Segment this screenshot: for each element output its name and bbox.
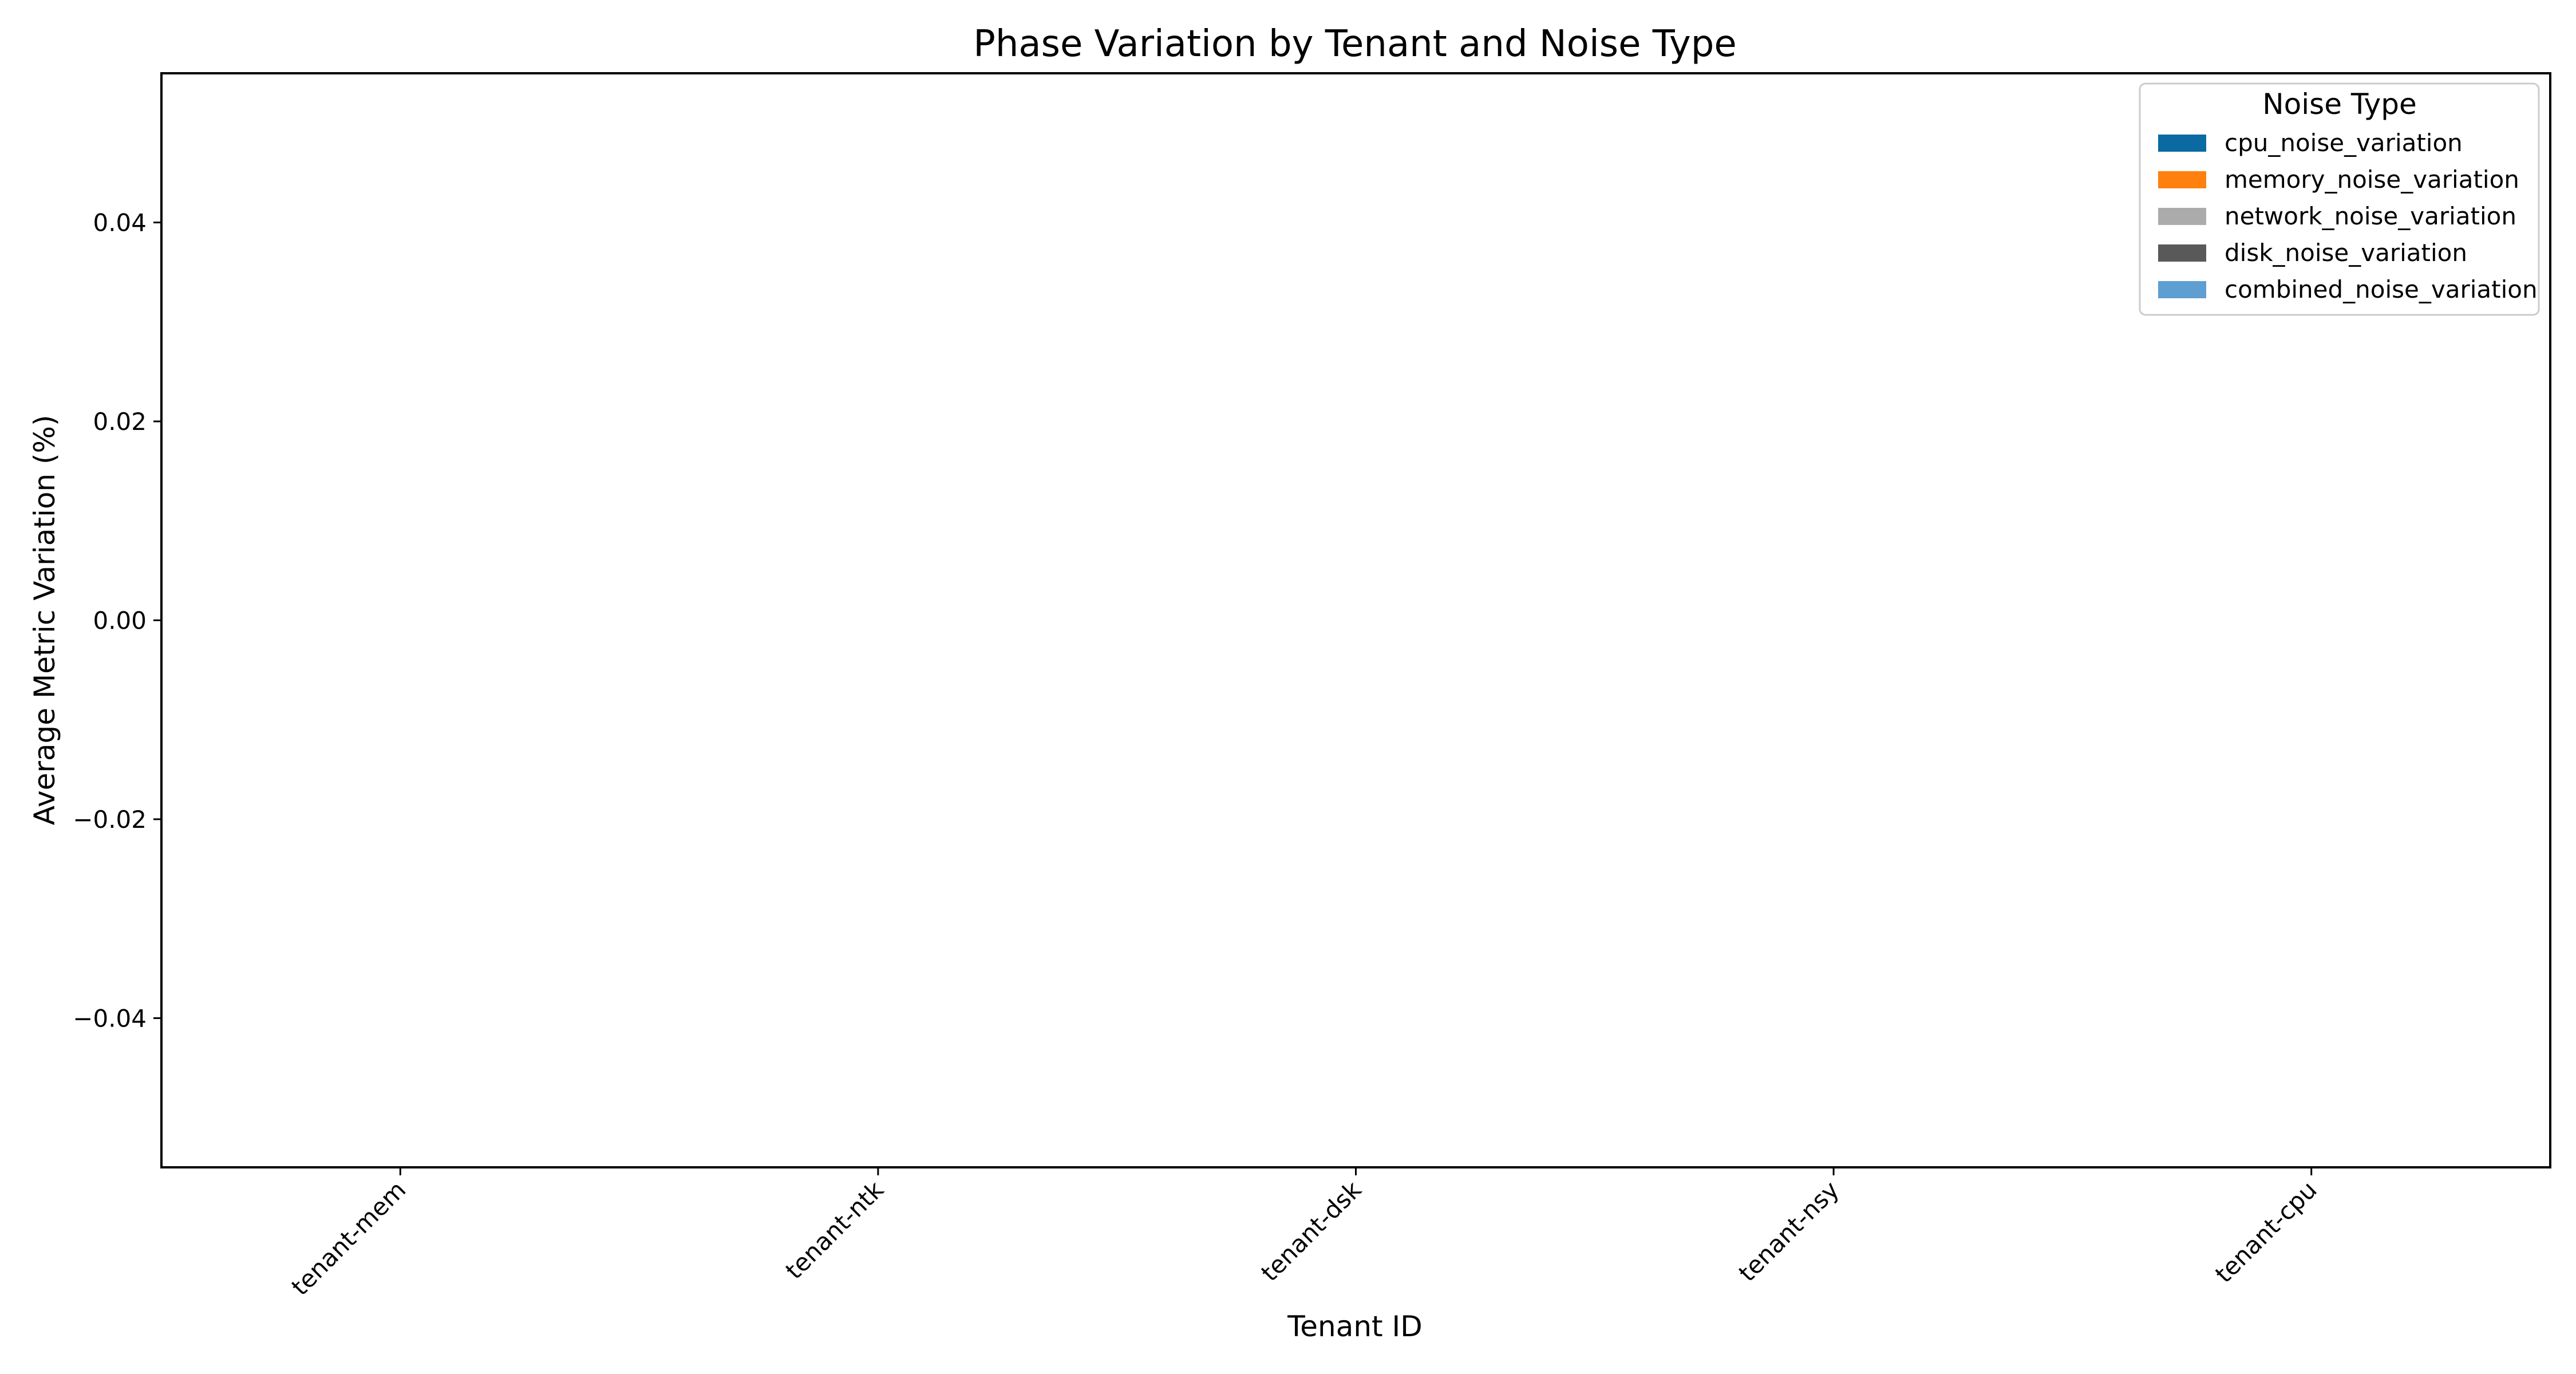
y-tick-label: −0.04 [73, 1004, 147, 1032]
x-tick-label: tenant-dsk [1255, 1175, 1367, 1287]
legend-swatch [2158, 171, 2206, 188]
legend-entries: cpu_noise_variation memory_noise_variatio… [2158, 129, 2538, 303]
legend-box [2139, 82, 2540, 316]
legend-swatch [2158, 135, 2206, 152]
legend-swatch [2158, 244, 2206, 262]
x-axis: tenant-mem tenant-ntk tenant-dsk tenant-nsy… [286, 1167, 2322, 1301]
y-tick-label: 0.00 [93, 607, 147, 635]
legend-title: Noise Type [2262, 88, 2416, 121]
x-tick-label: tenant-mem [286, 1175, 411, 1301]
legend-swatch [2158, 281, 2206, 298]
legend-label: combined_noise_variation [2225, 275, 2538, 303]
y-tick-label: 0.04 [93, 209, 147, 237]
y-axis-label: Average Metric Variation (%) [28, 415, 61, 826]
x-tick-label: tenant-ntk [780, 1175, 890, 1285]
legend-label: memory_noise_variation [2225, 165, 2519, 194]
x-tick-label: tenant-nsy [1733, 1175, 1845, 1287]
legend-label: cpu_noise_variation [2225, 129, 2463, 157]
legend-label: network_noise_variation [2225, 202, 2516, 230]
chart-title: Phase Variation by Tenant and Noise Type [973, 23, 1737, 65]
x-tick-label: tenant-cpu [2210, 1175, 2322, 1288]
legend: Noise Type cpu_noise_variation memory_noi… [2139, 82, 2540, 316]
y-axis: −0.04 −0.02 0.00 0.02 0.04 [73, 209, 161, 1032]
y-tick-label: 0.02 [93, 408, 147, 436]
legend-label: disk_noise_variation [2225, 239, 2467, 267]
legend-swatch [2158, 208, 2206, 225]
y-tick-label: −0.02 [73, 806, 147, 834]
x-axis-label: Tenant ID [1287, 1310, 1423, 1343]
